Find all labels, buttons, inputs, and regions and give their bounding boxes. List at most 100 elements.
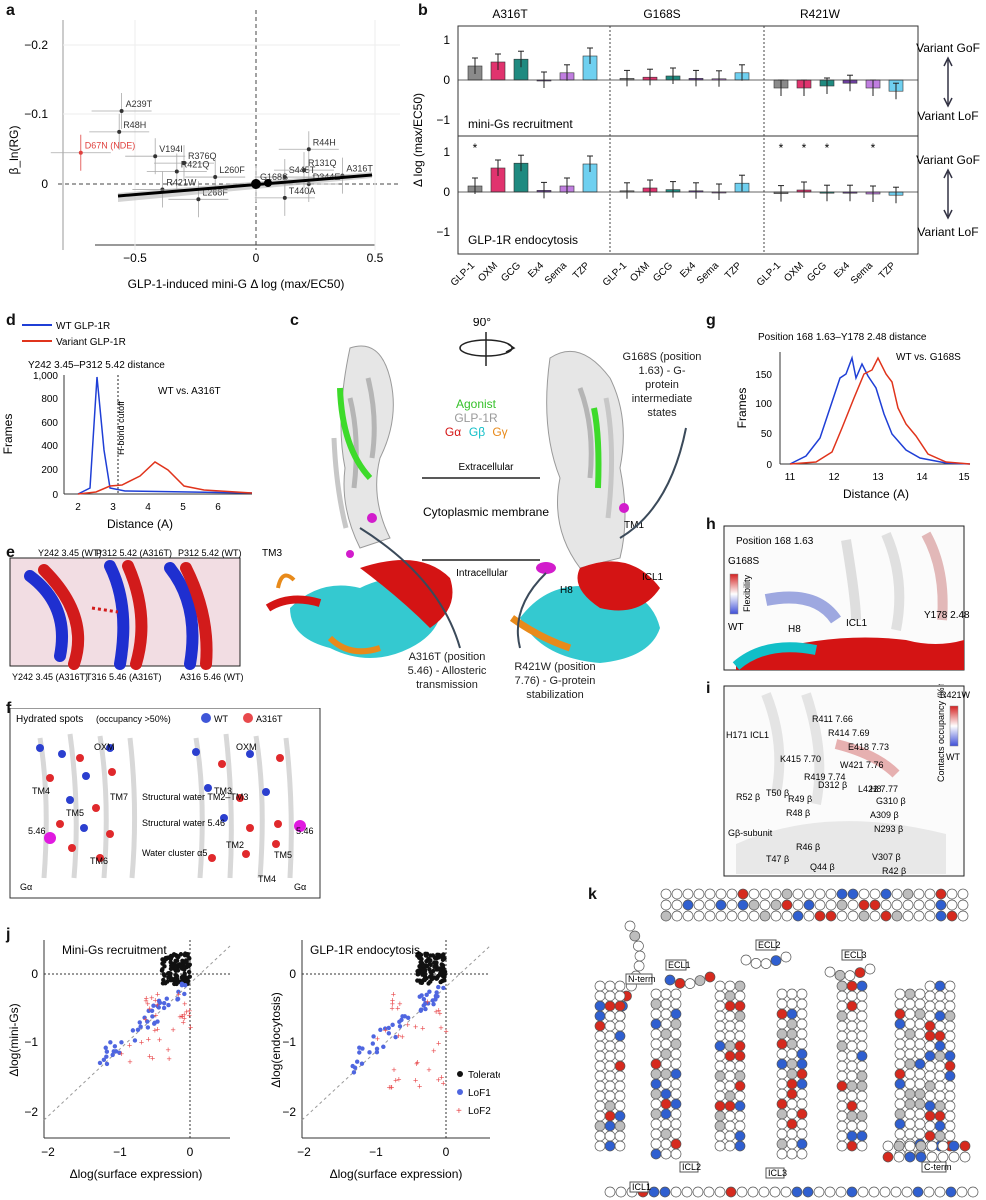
- k-residue: [614, 1010, 626, 1022]
- c-angle: 90°: [473, 318, 491, 329]
- j-point-lof1: [371, 1034, 376, 1039]
- b-ylabel: Δ log (max/EC50): [411, 93, 425, 187]
- j-point-lof2: +: [127, 1040, 132, 1050]
- k-residue: [670, 1078, 682, 1090]
- k-residue: [594, 1050, 606, 1062]
- j-point-lof1: [179, 981, 185, 987]
- k-residue: [614, 1060, 626, 1072]
- k-residue: [604, 1010, 616, 1022]
- k-residue: [879, 1186, 891, 1198]
- k-residue: [660, 1128, 672, 1140]
- k-residue: [786, 1128, 798, 1140]
- j-point-lof1: [381, 1044, 386, 1050]
- j-point-lof1: [146, 1008, 151, 1014]
- f-note-2: Water cluster α5: [142, 848, 207, 858]
- k-residue: [924, 1120, 936, 1132]
- k-residue: [737, 888, 749, 900]
- k-residue: [670, 1048, 682, 1060]
- k-residue: [856, 1060, 868, 1072]
- j-point-lof2: +: [436, 1005, 441, 1015]
- a-ylabel: β_ln(RG): [7, 126, 21, 175]
- k-residue: [814, 899, 826, 911]
- k-residue: [912, 1186, 924, 1198]
- k-residue: [724, 980, 736, 992]
- d-xtick-1: 3: [110, 502, 116, 513]
- d-ytick-4: 200: [41, 465, 58, 476]
- a-point: [119, 109, 124, 114]
- panel-label-h: h: [706, 516, 716, 533]
- j-point-lof2: +: [443, 1027, 448, 1037]
- k-residue: [924, 1060, 936, 1072]
- k-residue: [904, 1068, 916, 1080]
- panel-i-structure: R421W Contacts occupancy (% frames) WT H…: [723, 684, 971, 877]
- b-star: *: [802, 141, 807, 155]
- k-residue: [796, 1068, 808, 1080]
- k-residue: [914, 998, 926, 1010]
- j-point-lof1: [418, 1007, 424, 1012]
- j-point-lof2: +: [145, 999, 150, 1009]
- k-residue: [856, 1030, 868, 1042]
- i-residue-label: R52 β: [736, 792, 760, 802]
- k-residue: [594, 1130, 606, 1142]
- k-residue: [836, 899, 848, 911]
- a-point: [306, 147, 311, 152]
- j-left-xtick-1: −1: [113, 1145, 127, 1159]
- j-point-tolerated: [415, 972, 420, 977]
- c-tm3: TM3: [262, 548, 282, 559]
- j-point-lof2: +: [149, 993, 154, 1003]
- b-ligand-label: OXM: [628, 260, 652, 284]
- j-point-lof2: +: [187, 1010, 192, 1020]
- f-water-spot: [204, 784, 212, 792]
- k-residue: [724, 1080, 736, 1092]
- j-point-lof2: +: [182, 1010, 187, 1020]
- j-point-lof1: [386, 1031, 392, 1036]
- j-left-xlabel: Δlog(surface expression): [70, 1167, 203, 1181]
- k-residue: [846, 1020, 858, 1032]
- j-point-lof2: +: [155, 1025, 160, 1035]
- f-tm4-left: TM4: [32, 786, 50, 796]
- c-a316t-note: A316T (position 5.46) - Allosteric trans…: [407, 651, 487, 691]
- j-point-lof2: +: [150, 1054, 155, 1064]
- f-water-spot: [106, 744, 114, 752]
- k-residue: [594, 1020, 606, 1032]
- i-residue-label: W421 7.76: [840, 760, 884, 770]
- b-group-0: A316T: [492, 7, 528, 21]
- g-xtick-2: 13: [872, 472, 884, 483]
- k-residue: [704, 888, 716, 900]
- k-residue: [948, 1151, 960, 1163]
- h-wt: WT: [728, 622, 744, 633]
- k-residue: [959, 1151, 971, 1163]
- j-point-lof1: [397, 1024, 403, 1029]
- j-point-lof2: +: [166, 1045, 171, 1055]
- j-point-lof1: [151, 1003, 156, 1008]
- k-residue: [858, 888, 870, 900]
- k-residue: [946, 910, 958, 922]
- i-residue-label: R46 β: [796, 842, 820, 852]
- k-residue: [893, 1151, 905, 1163]
- j-point-tolerated: [424, 952, 429, 957]
- f-water-spot: [66, 796, 74, 804]
- j-point-lof1: [441, 985, 446, 991]
- k-residue: [714, 1020, 726, 1032]
- k-residue: [924, 1040, 936, 1052]
- j-point-tolerated: [168, 956, 173, 961]
- i-residue-label: Gβ-subunit: [728, 828, 773, 838]
- k-residue: [594, 1010, 606, 1022]
- j-point-tolerated: [438, 979, 443, 985]
- k-residue: [724, 1110, 736, 1122]
- k-residue: [776, 1058, 788, 1070]
- k-residue: [836, 1090, 848, 1102]
- j-point-tolerated: [162, 973, 167, 978]
- j-point-lof1: [374, 1046, 380, 1051]
- c-intracellular: Intracellular: [456, 568, 508, 579]
- k-residue: [660, 1068, 672, 1080]
- i-residue-label: R42 β: [882, 866, 906, 876]
- j-point-lof2: +: [152, 1026, 157, 1036]
- k-residue: [935, 910, 947, 922]
- b-group-2: R421W: [800, 7, 841, 21]
- panel-b-chart: A316T G168S R421W * * * * * 1 0 −1 1 0 −1 Δ …: [411, 7, 980, 289]
- k-residue: [836, 1130, 848, 1142]
- k-residue: [724, 1020, 736, 1032]
- k-residue: [758, 1186, 770, 1198]
- k-residue: [614, 1130, 626, 1142]
